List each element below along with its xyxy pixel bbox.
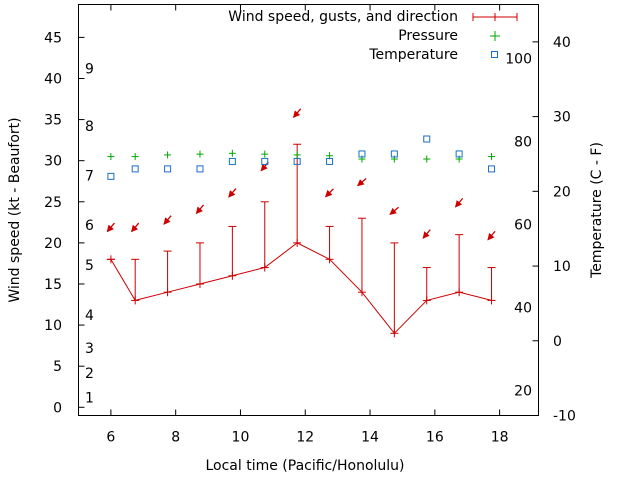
wind-direction-arrow (106, 222, 115, 233)
legend-wind-label: Wind speed, gusts, and direction (228, 9, 458, 25)
temperature-point (293, 157, 301, 165)
temperature-point (488, 165, 496, 173)
x-tick-label: 18 (491, 430, 509, 446)
wind-direction-arrow (260, 161, 269, 172)
wind-direction-arrow (195, 204, 205, 215)
y-left-tick-label: 5 (53, 359, 62, 375)
legend-pressure-label: Pressure (398, 28, 458, 44)
fahrenheit-label: 100 (505, 51, 532, 67)
y-right-tick-label: 20 (553, 184, 571, 200)
y-right-tick-label: 30 (553, 110, 571, 126)
x-tick-label: 12 (296, 430, 314, 446)
temperature-point (390, 150, 398, 158)
temperature-point (196, 165, 204, 173)
y-right-tick-label: 40 (553, 35, 571, 51)
y-left-tick-label: 35 (44, 113, 62, 129)
fahrenheit-label: 80 (514, 134, 532, 150)
beaufort-label: 9 (85, 62, 94, 78)
wind-direction-arrow (389, 206, 399, 216)
data-marks (106, 108, 496, 338)
x-tick-label: 8 (171, 430, 180, 446)
y-left-tick-label: 10 (44, 318, 62, 334)
beaufort-label: 7 (85, 168, 94, 184)
wind-direction-arrow (487, 230, 496, 241)
plot-frame (78, 4, 539, 416)
y-right-tick-label: 10 (553, 259, 571, 275)
temperature-point (358, 150, 366, 158)
wind-direction-arrow (454, 197, 464, 208)
wind-direction-arrow (292, 108, 302, 118)
beaufort-label: 2 (85, 366, 94, 382)
legend-temperature-label: Temperature (368, 47, 458, 63)
x-tick-label: 16 (426, 430, 444, 446)
wind-direction-arrow (324, 188, 334, 198)
temperature-point (164, 165, 172, 173)
temperature-point (423, 135, 431, 143)
x-tick-label: 6 (106, 430, 115, 446)
fahrenheit-label: 60 (514, 217, 532, 233)
wind-direction-arrow (228, 188, 237, 198)
y-left-tick-label: 30 (44, 154, 62, 170)
wind-direction-arrow (163, 215, 172, 225)
y-left-tick-label: 20 (44, 236, 62, 252)
x-tick-label: 14 (361, 430, 379, 446)
y-right-tick-label: 0 (553, 334, 562, 350)
temperature-point (455, 150, 463, 158)
y-left-tick-label: 25 (44, 195, 62, 211)
temperature-point (261, 157, 269, 165)
x-tick-label: 10 (232, 430, 250, 446)
left-axis-label: Wind speed (kt - Beaufort) (7, 117, 23, 302)
beaufort-label: 8 (85, 119, 94, 135)
axis-ticks: 6 8 10 12 14 16 18051015202530354045-100102030… (44, 4, 576, 446)
wind-direction-arrow (131, 222, 140, 233)
legend: Wind speed, gusts, and direction Pressur… (228, 9, 518, 63)
wind-direction-arrow (422, 229, 431, 239)
beaufort-label: 5 (85, 258, 94, 274)
temperature-point (107, 172, 115, 180)
y-right-tick-label: -10 (553, 409, 576, 425)
fahrenheit-label: 40 (514, 301, 532, 317)
temperature-point (131, 165, 139, 173)
beaufort-label: 3 (85, 341, 94, 357)
temperature-point (228, 157, 236, 165)
beaufort-label: 4 (85, 308, 94, 324)
y-left-tick-label: 0 (53, 400, 62, 416)
legend-temperature-marker (491, 51, 498, 58)
wind-direction-arrow (356, 178, 367, 187)
right-axis-label: Temperature (C - F) (589, 142, 605, 279)
beaufort-label: 6 (85, 218, 94, 234)
y-left-tick-label: 45 (44, 30, 62, 46)
y-left-tick-label: 40 (44, 71, 62, 87)
beaufort-label: 1 (85, 390, 94, 406)
y-left-tick-label: 15 (44, 277, 62, 293)
fahrenheit-label: 20 (514, 384, 532, 400)
temperature-point (326, 157, 334, 165)
x-axis-label: Local time (Pacific/Honolulu) (205, 458, 404, 474)
